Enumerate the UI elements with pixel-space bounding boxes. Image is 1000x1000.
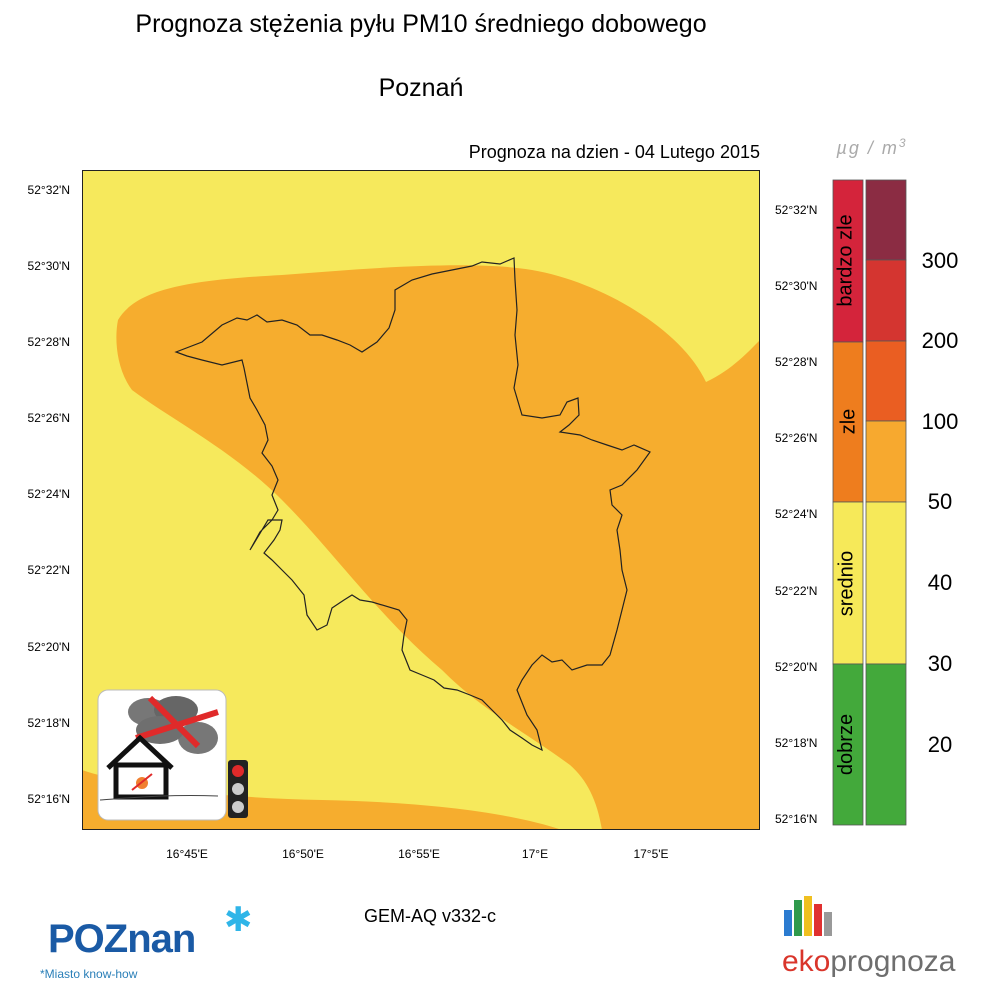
- lat-label-right: 52°24'N: [775, 507, 818, 521]
- lat-label: 52°22'N: [27, 563, 70, 577]
- value-bar: [865, 179, 907, 826]
- lon-label: 16°45'E: [166, 847, 208, 861]
- lat-label-right: 52°32'N: [775, 203, 818, 217]
- unit-label: µg / m3: [836, 136, 908, 158]
- model-name: GEM-AQ v332-c: [363, 906, 497, 926]
- scale-label: 20: [927, 732, 953, 757]
- lat-label-right: 52°30'N: [775, 279, 818, 293]
- scale-label: 100: [921, 409, 959, 434]
- category-label: srednio: [835, 550, 858, 617]
- lat-label: 52°30'N: [27, 259, 70, 273]
- category-label: bardzo zle: [834, 214, 857, 307]
- forecast-date: Prognoza na dzien - 04 Lutego 2015: [468, 142, 760, 162]
- scale-label: 300: [921, 248, 959, 273]
- lat-label: 52°24'N: [27, 487, 70, 501]
- lat-label: 52°18'N: [27, 716, 70, 730]
- category-label: dobrze: [835, 713, 858, 776]
- traffic-light-icon: [228, 760, 248, 818]
- poznan-logo: POZnan: [48, 917, 196, 961]
- concentration-map: [82, 170, 760, 830]
- no-smoke-logo: [97, 689, 227, 821]
- scale-label: 50: [927, 489, 953, 514]
- ekoprognoza-bars-icon: [784, 896, 832, 936]
- lat-label-right: 52°18'N: [775, 736, 818, 750]
- lat-label: 52°20'N: [27, 640, 70, 654]
- lat-label-right: 52°16'N: [775, 812, 818, 826]
- scale-label: 200: [921, 328, 959, 353]
- city-boundary: [174, 257, 651, 752]
- orange-zone: [116, 265, 760, 830]
- lon-label: 17°E: [521, 847, 549, 861]
- lat-label-right: 52°22'N: [775, 584, 818, 598]
- legend-bars: [832, 179, 907, 826]
- lat-label-right: 52°20'N: [775, 660, 818, 674]
- lat-label: 52°28'N: [27, 335, 70, 349]
- lat-label-right: 52°28'N: [775, 355, 818, 369]
- poznan-tagline: *Miasto know-how: [40, 967, 138, 981]
- ekoprognoza-logo: ekoprognoza: [782, 945, 956, 978]
- category-label: zle: [837, 408, 860, 435]
- asterisk-icon: ✱: [224, 901, 253, 939]
- city-name: Poznań: [378, 74, 464, 102]
- lat-label: 52°32'N: [27, 183, 70, 197]
- lon-label: 17°5'E: [633, 847, 669, 861]
- lon-label: 16°55'E: [398, 847, 440, 861]
- lat-label-right: 52°26'N: [775, 431, 818, 445]
- lat-label: 52°26'N: [27, 411, 70, 425]
- scale-label: 30: [927, 651, 953, 676]
- category-bar: [832, 179, 864, 826]
- lat-label: 52°16'N: [27, 792, 70, 806]
- lon-label: 16°50'E: [282, 847, 324, 861]
- scale-label: 40: [927, 570, 953, 595]
- map-title: Prognoza stężenia pyłu PM10 średniego do…: [135, 10, 707, 38]
